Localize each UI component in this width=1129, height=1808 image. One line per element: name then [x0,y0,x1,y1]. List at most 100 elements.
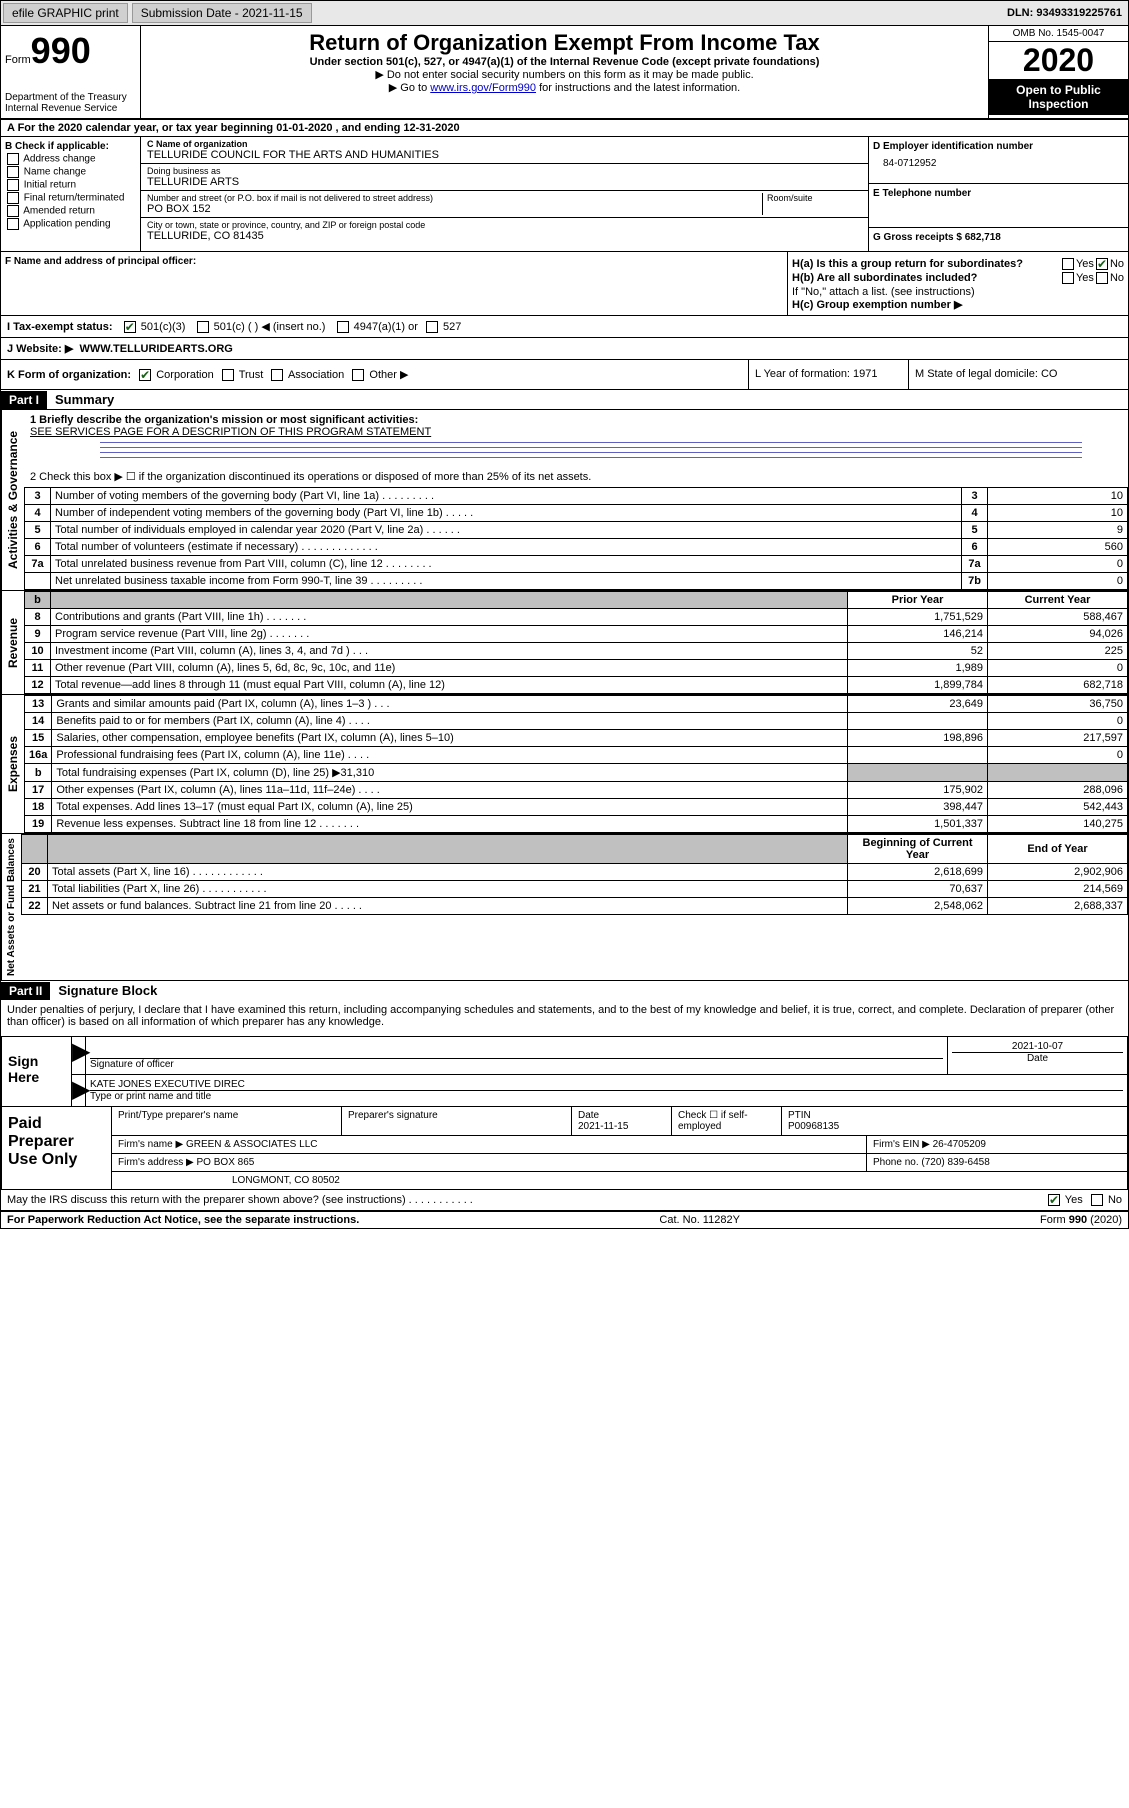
c-name-label: C Name of organization [147,139,862,149]
section-k-l-m: K Form of organization: Corporation Trus… [1,359,1128,389]
part2-badge: Part II [1,982,50,1000]
prep-self-emp: Check ☐ if self-employed [672,1107,782,1135]
firm-ein: 26-4705209 [933,1139,986,1150]
j-label: J Website: ▶ [7,343,73,355]
b-label: B Check if applicable: [5,141,136,152]
firm-addr1: PO BOX 865 [197,1157,255,1168]
f-h-row: F Name and address of principal officer:… [1,251,1128,315]
form990-link[interactable]: www.irs.gov/Form990 [430,82,536,94]
ptin-value: P00968135 [788,1121,839,1132]
q2-text: 2 Check this box ▶ ☐ if the organization… [24,466,1128,487]
tel-label: E Telephone number [873,188,971,199]
addr-label: Number and street (or P.O. box if mail i… [147,193,762,203]
footer-mid: Cat. No. 11282Y [659,1214,740,1226]
prep-date: 2021-11-15 [578,1121,628,1132]
vert-revenue: Revenue [1,591,24,694]
org-name: TELLURIDE COUNCIL FOR THE ARTS AND HUMAN… [147,149,862,161]
chk-527[interactable] [426,321,438,333]
sign-block: Sign Here ▶ Signature of officer 2021-10… [1,1036,1128,1107]
net-assets-section: Net Assets or Fund Balances Beginning of… [1,833,1128,980]
preparer-label: Paid Preparer Use Only [2,1107,112,1189]
discuss-row: May the IRS discuss this return with the… [1,1190,1128,1210]
right-header-cell: OMB No. 1545-0047 2020 Open to Public In… [988,26,1128,118]
chk-amended-return[interactable]: Amended return [5,205,136,217]
footer-right: Form 990 (2020) [1040,1214,1122,1226]
ein-value: 84-0712952 [883,158,1124,169]
q1-label: 1 Briefly describe the organization's mi… [30,414,1122,426]
governance-table: 3Number of voting members of the governi… [24,487,1128,590]
form-container: efile GRAPHIC print Submission Date - 20… [0,0,1129,1229]
perjury-text: Under penalties of perjury, I declare th… [1,1000,1128,1032]
revenue-section: Revenue bPrior YearCurrent Year8Contribu… [1,590,1128,694]
sign-here-label: Sign Here [2,1037,72,1106]
expenses-section: Expenses 13Grants and similar amounts pa… [1,694,1128,833]
hb-yes[interactable] [1062,272,1074,284]
form-number: 990 [31,30,91,71]
chk-assoc[interactable] [271,369,283,381]
dba-label: Doing business as [147,166,862,176]
discuss-yes[interactable] [1048,1194,1060,1206]
preparer-block: Paid Preparer Use Only Print/Type prepar… [1,1107,1128,1190]
chk-4947[interactable] [337,321,349,333]
chk-initial-return[interactable]: Initial return [5,179,136,191]
dba-value: TELLURIDE ARTS [147,176,862,188]
net-table: Beginning of Current YearEnd of Year20To… [21,834,1128,915]
f-label: F Name and address of principal officer: [5,256,196,267]
m-state: M State of legal domicile: CO [908,360,1128,389]
expenses-table: 13Grants and similar amounts paid (Part … [24,695,1128,833]
hb-no[interactable] [1096,272,1108,284]
k-label: K Form of organization: [7,369,131,381]
part2-title: Signature Block [50,981,165,1000]
section-a: A For the 2020 calendar year, or tax yea… [1,120,1128,136]
prep-name-hdr: Print/Type preparer's name [112,1107,342,1135]
efile-print-button[interactable]: efile GRAPHIC print [3,3,128,23]
sig-date-label: Date [952,1053,1123,1064]
sig-name-value: KATE JONES EXECUTIVE DIREC [90,1079,1123,1091]
ein-label: D Employer identification number [873,141,1124,152]
part2-header: Part II Signature Block [1,980,1128,1000]
note2: ▶ Go to www.irs.gov/Form990 for instruct… [145,81,984,94]
omb-label: OMB No. 1545-0047 [989,26,1128,42]
chk-trust[interactable] [222,369,234,381]
part1-header: Part I Summary [1,389,1128,409]
chk-name-change[interactable]: Name change [5,166,136,178]
discuss-no[interactable] [1091,1194,1103,1206]
note1: ▶ Do not enter social security numbers o… [145,68,984,81]
submission-date-button[interactable]: Submission Date - 2021-11-15 [132,3,312,23]
prep-sig-hdr: Preparer's signature [342,1107,572,1135]
city-value: TELLURIDE, CO 81435 [147,230,862,242]
irs-label: Internal Revenue Service [5,103,136,114]
firm-addr2: LONGMONT, CO 80502 [112,1172,1127,1189]
city-label: City or town, state or province, country… [147,220,862,230]
governance-section: Activities & Governance 1 Briefly descri… [1,409,1128,590]
discuss-q: May the IRS discuss this return with the… [7,1194,473,1206]
ha-yes[interactable] [1062,258,1074,270]
b-c-d-row: B Check if applicable: Address change Na… [1,136,1128,251]
vert-expenses: Expenses [1,695,24,833]
chk-501c[interactable] [197,321,209,333]
chk-final-return[interactable]: Final return/terminated [5,192,136,204]
footer-left: For Paperwork Reduction Act Notice, see … [7,1214,359,1226]
chk-other[interactable] [352,369,364,381]
main-title: Return of Organization Exempt From Incom… [145,30,984,56]
chk-application-pending[interactable]: Application pending [5,218,136,230]
chk-corp[interactable] [139,369,151,381]
topbar: efile GRAPHIC print Submission Date - 20… [1,1,1128,26]
chk-address-change[interactable]: Address change [5,153,136,165]
room-label: Room/suite [767,193,862,203]
section-h: H(a) Is this a group return for subordin… [788,252,1128,315]
ha-no[interactable] [1096,258,1108,270]
tax-year: 2020 [989,42,1128,79]
q1-value: SEE SERVICES PAGE FOR A DESCRIPTION OF T… [30,426,1122,438]
addr-value: PO BOX 152 [147,203,762,215]
dln-label: DLN: 93493319225761 [1001,7,1128,19]
part1-badge: Part I [1,391,47,409]
header-row: Form990 Department of the Treasury Inter… [1,26,1128,120]
sig-date-value: 2021-10-07 [952,1041,1123,1053]
subtitle: Under section 501(c), 527, or 4947(a)(1)… [145,56,984,68]
sig-officer-label: Signature of officer [90,1059,943,1070]
chk-501c3[interactable] [124,321,136,333]
form-number-cell: Form990 Department of the Treasury Inter… [1,26,141,118]
gross-label: G Gross receipts $ 682,718 [873,232,1001,243]
hc-label: H(c) Group exemption number ▶ [792,298,1124,311]
